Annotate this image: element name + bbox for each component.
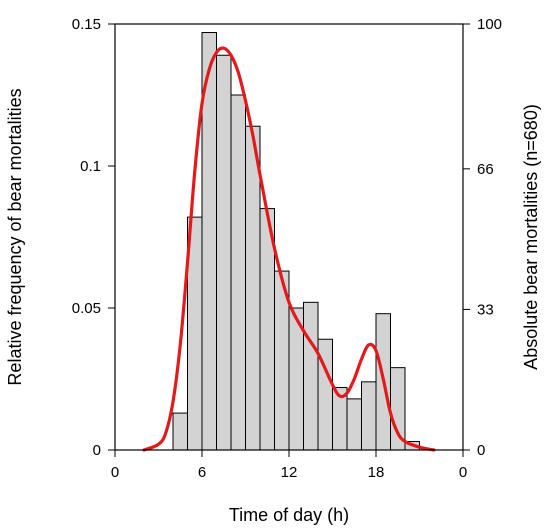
y-right-axis-title: Absolute bear mortalities (n=680) — [521, 104, 541, 370]
histogram-bar — [172, 412, 188, 451]
y-right-tick-label: 100 — [477, 16, 502, 33]
x-tick-label: 0 — [111, 464, 119, 481]
x-axis-ticks: 0 6 12 18 0 — [111, 450, 467, 481]
histogram-bar — [230, 94, 246, 451]
y-axis-ticks: 0 0.05 0.1 0.15 — [72, 16, 115, 459]
y-tick-label: 0.05 — [72, 300, 101, 317]
y-right-tick-label: 66 — [477, 161, 494, 178]
y-right-tick-label: 0 — [477, 442, 485, 459]
x-tick-label: 18 — [368, 464, 385, 481]
y-axis-title: Relative frequency of bear mortalities — [5, 88, 25, 385]
y-tick-label: 0.1 — [80, 158, 101, 175]
y-tick-label: 0 — [93, 442, 101, 459]
density-curve — [142, 46, 436, 452]
x-tick-label: 0 — [459, 464, 467, 481]
y-tick-label: 0.15 — [72, 16, 101, 33]
histogram-bar — [245, 125, 261, 451]
y-right-tick-label: 33 — [477, 301, 494, 318]
x-tick-label: 12 — [281, 464, 298, 481]
x-tick-label: 6 — [198, 464, 206, 481]
histogram-bar — [303, 301, 319, 451]
histogram-bar — [216, 54, 232, 451]
y-right-axis-ticks: 0 33 66 100 — [463, 16, 502, 459]
histogram-bar — [361, 381, 377, 451]
histogram-bars — [172, 32, 420, 451]
x-axis-title: Time of day (h) — [229, 505, 349, 525]
histogram-bar — [346, 398, 362, 451]
